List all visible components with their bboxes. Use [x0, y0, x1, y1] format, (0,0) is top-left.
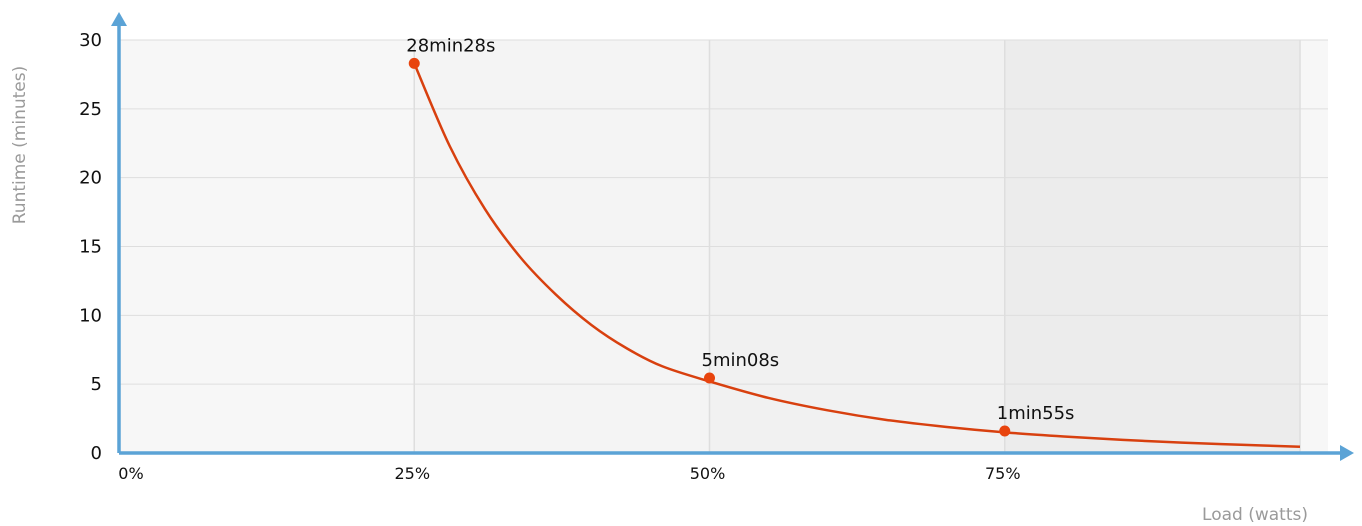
gridlines: [119, 39, 1328, 453]
y-tick-label: 20: [79, 168, 102, 189]
data-points: 28min28s 5min08s 1min55s: [406, 35, 1075, 437]
y-tick-label: 5: [91, 374, 102, 395]
x-tick-label: 0%: [118, 464, 143, 483]
y-tick-label: 15: [79, 237, 102, 258]
x-tick-label: 25%: [394, 464, 430, 483]
data-label: 28min28s: [406, 35, 495, 56]
x-axis-arrow: [1340, 445, 1354, 461]
data-point: [704, 372, 715, 384]
data-point: [999, 425, 1011, 437]
x-tick-label: 50%: [690, 464, 726, 483]
x-tick-label: 75%: [985, 464, 1021, 483]
tick-labels: 0 5 10 15 20 25 30 0% 25% 50% 75%: [79, 30, 1020, 483]
y-tick-label: 10: [79, 305, 102, 326]
series-runtime: [413, 62, 1301, 449]
runtime-curve: [413, 62, 1301, 449]
y-tick-label: 25: [79, 99, 102, 120]
y-tick-label: 0: [91, 443, 102, 464]
y-axis-arrow: [111, 12, 127, 26]
data-label: 5min08s: [702, 350, 780, 371]
data-label: 1min55s: [997, 403, 1075, 424]
y-tick-label: 30: [79, 30, 102, 51]
data-point: [408, 57, 420, 69]
axes: [111, 12, 1354, 461]
x-axis-title: Load (watts): [1202, 505, 1308, 525]
y-axis-title: Runtime (minutes): [10, 66, 30, 225]
